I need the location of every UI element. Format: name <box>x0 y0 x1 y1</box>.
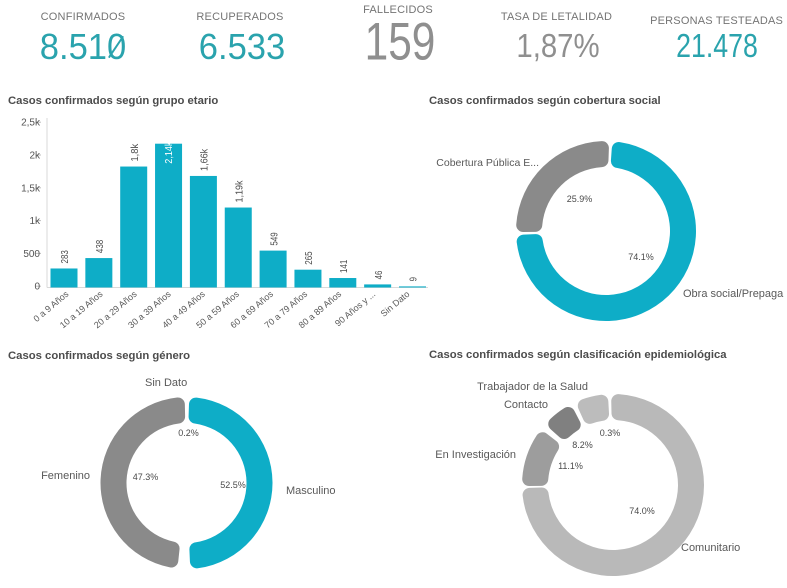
svg-text:1,8k: 1,8k <box>129 143 141 161</box>
svg-text:Sin Dato: Sin Dato <box>379 289 412 319</box>
svg-text:9: 9 <box>408 277 420 282</box>
svg-text:46: 46 <box>373 270 385 279</box>
svg-text:0: 0 <box>34 282 40 293</box>
svg-text:265: 265 <box>303 251 315 264</box>
svg-text:141: 141 <box>338 260 350 273</box>
svg-text:438: 438 <box>94 240 106 253</box>
svg-text:2,14k: 2,14k <box>163 141 175 164</box>
svg-text:1,19k: 1,19k <box>233 180 245 203</box>
svg-text:1k: 1k <box>29 216 41 227</box>
svg-text:500: 500 <box>23 249 40 260</box>
svg-text:549: 549 <box>268 232 280 245</box>
svg-text:2k: 2k <box>29 151 41 162</box>
svg-text:1,66k: 1,66k <box>199 148 211 171</box>
svg-text:1,5k: 1,5k <box>21 183 41 194</box>
svg-text:283: 283 <box>59 250 71 263</box>
svg-text:2,5k: 2,5k <box>21 118 41 129</box>
